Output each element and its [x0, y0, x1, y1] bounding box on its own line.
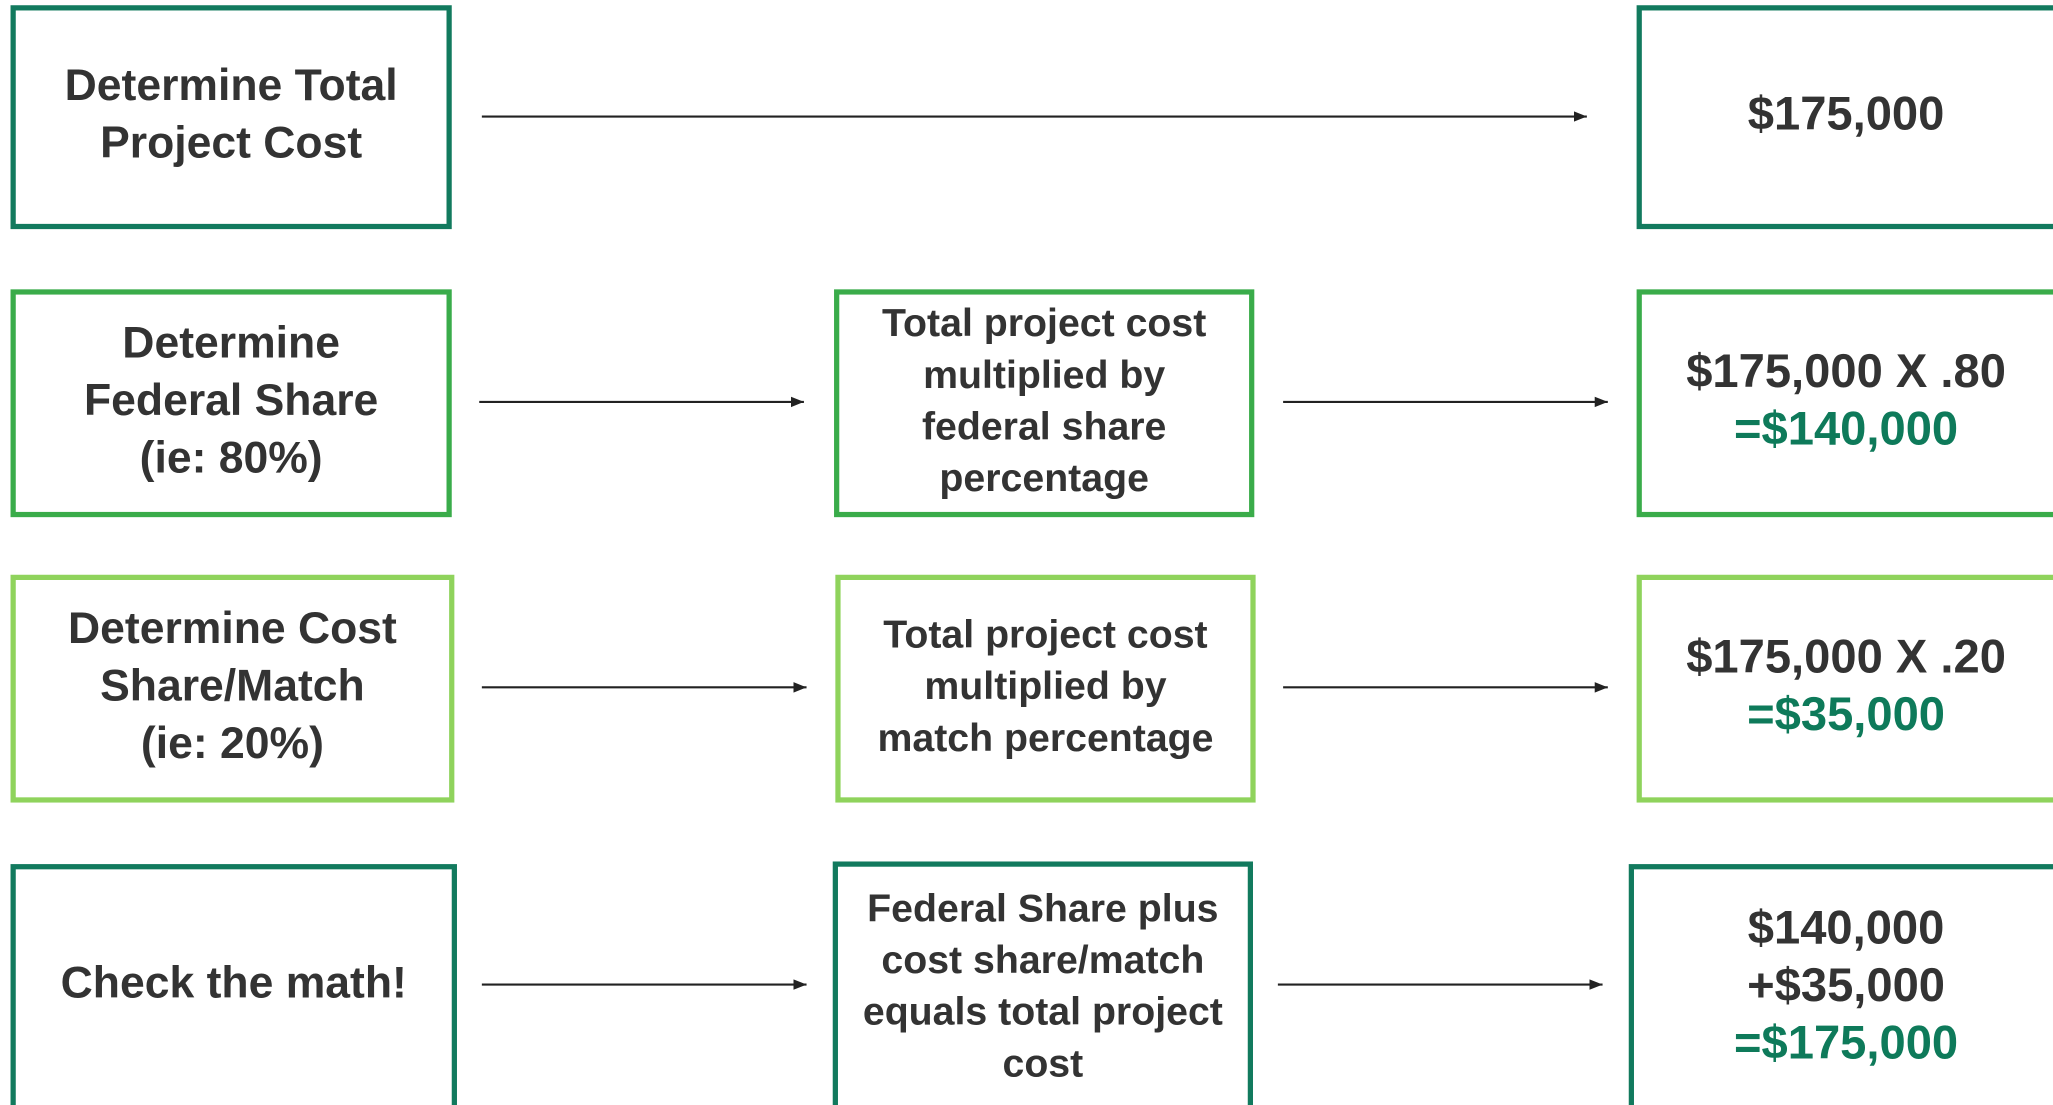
result-box: [1636, 289, 2053, 518]
step-box: [10, 574, 455, 803]
box-text: Project Cost: [100, 119, 362, 168]
box-text: Total project cost: [883, 612, 1207, 656]
box-text: $140,000: [1748, 900, 1945, 953]
result-box: [1636, 574, 2053, 803]
box-text: Total project cost: [882, 301, 1206, 345]
step-box: [10, 289, 452, 518]
box-text: (ie: 20%): [141, 719, 324, 768]
box-text: Determine: [122, 318, 340, 367]
total-text: =$140,000: [1734, 402, 1958, 455]
box-text: Check the math!: [61, 959, 407, 1008]
box-text: federal share: [922, 404, 1166, 448]
box-text: multiplied by: [923, 353, 1165, 397]
box-text: cost share/match: [881, 938, 1204, 982]
total-text: =$175,000: [1734, 1016, 1958, 1069]
box-text: multiplied by: [924, 664, 1166, 708]
formula-box: [834, 289, 1255, 518]
formula-box: [832, 861, 1253, 1105]
box-text: Determine Cost: [68, 604, 397, 653]
box-text: $175,000 X .80: [1686, 344, 2006, 397]
box-text: Federal Share: [84, 376, 378, 425]
step-box: [10, 5, 452, 230]
box-text: +$35,000: [1747, 958, 1945, 1011]
box-text: equals total project: [863, 990, 1223, 1034]
box-text: match percentage: [877, 716, 1213, 760]
result-box: [1628, 864, 2053, 1105]
step-box: [10, 864, 457, 1105]
total-text: =$35,000: [1747, 687, 1945, 740]
box-text: Federal Share plus: [867, 886, 1218, 930]
box-text: cost: [1002, 1041, 1083, 1085]
formula-box: [835, 574, 1256, 803]
box-text: Share/Match: [100, 661, 365, 710]
box-text: $175,000: [1748, 87, 1945, 140]
box-text: Determine Total: [65, 61, 398, 110]
box-text: $175,000 X .20: [1686, 629, 2006, 682]
box-text: (ie: 80%): [140, 434, 323, 483]
box-text: percentage: [939, 456, 1149, 500]
result-box: [1636, 5, 2053, 230]
